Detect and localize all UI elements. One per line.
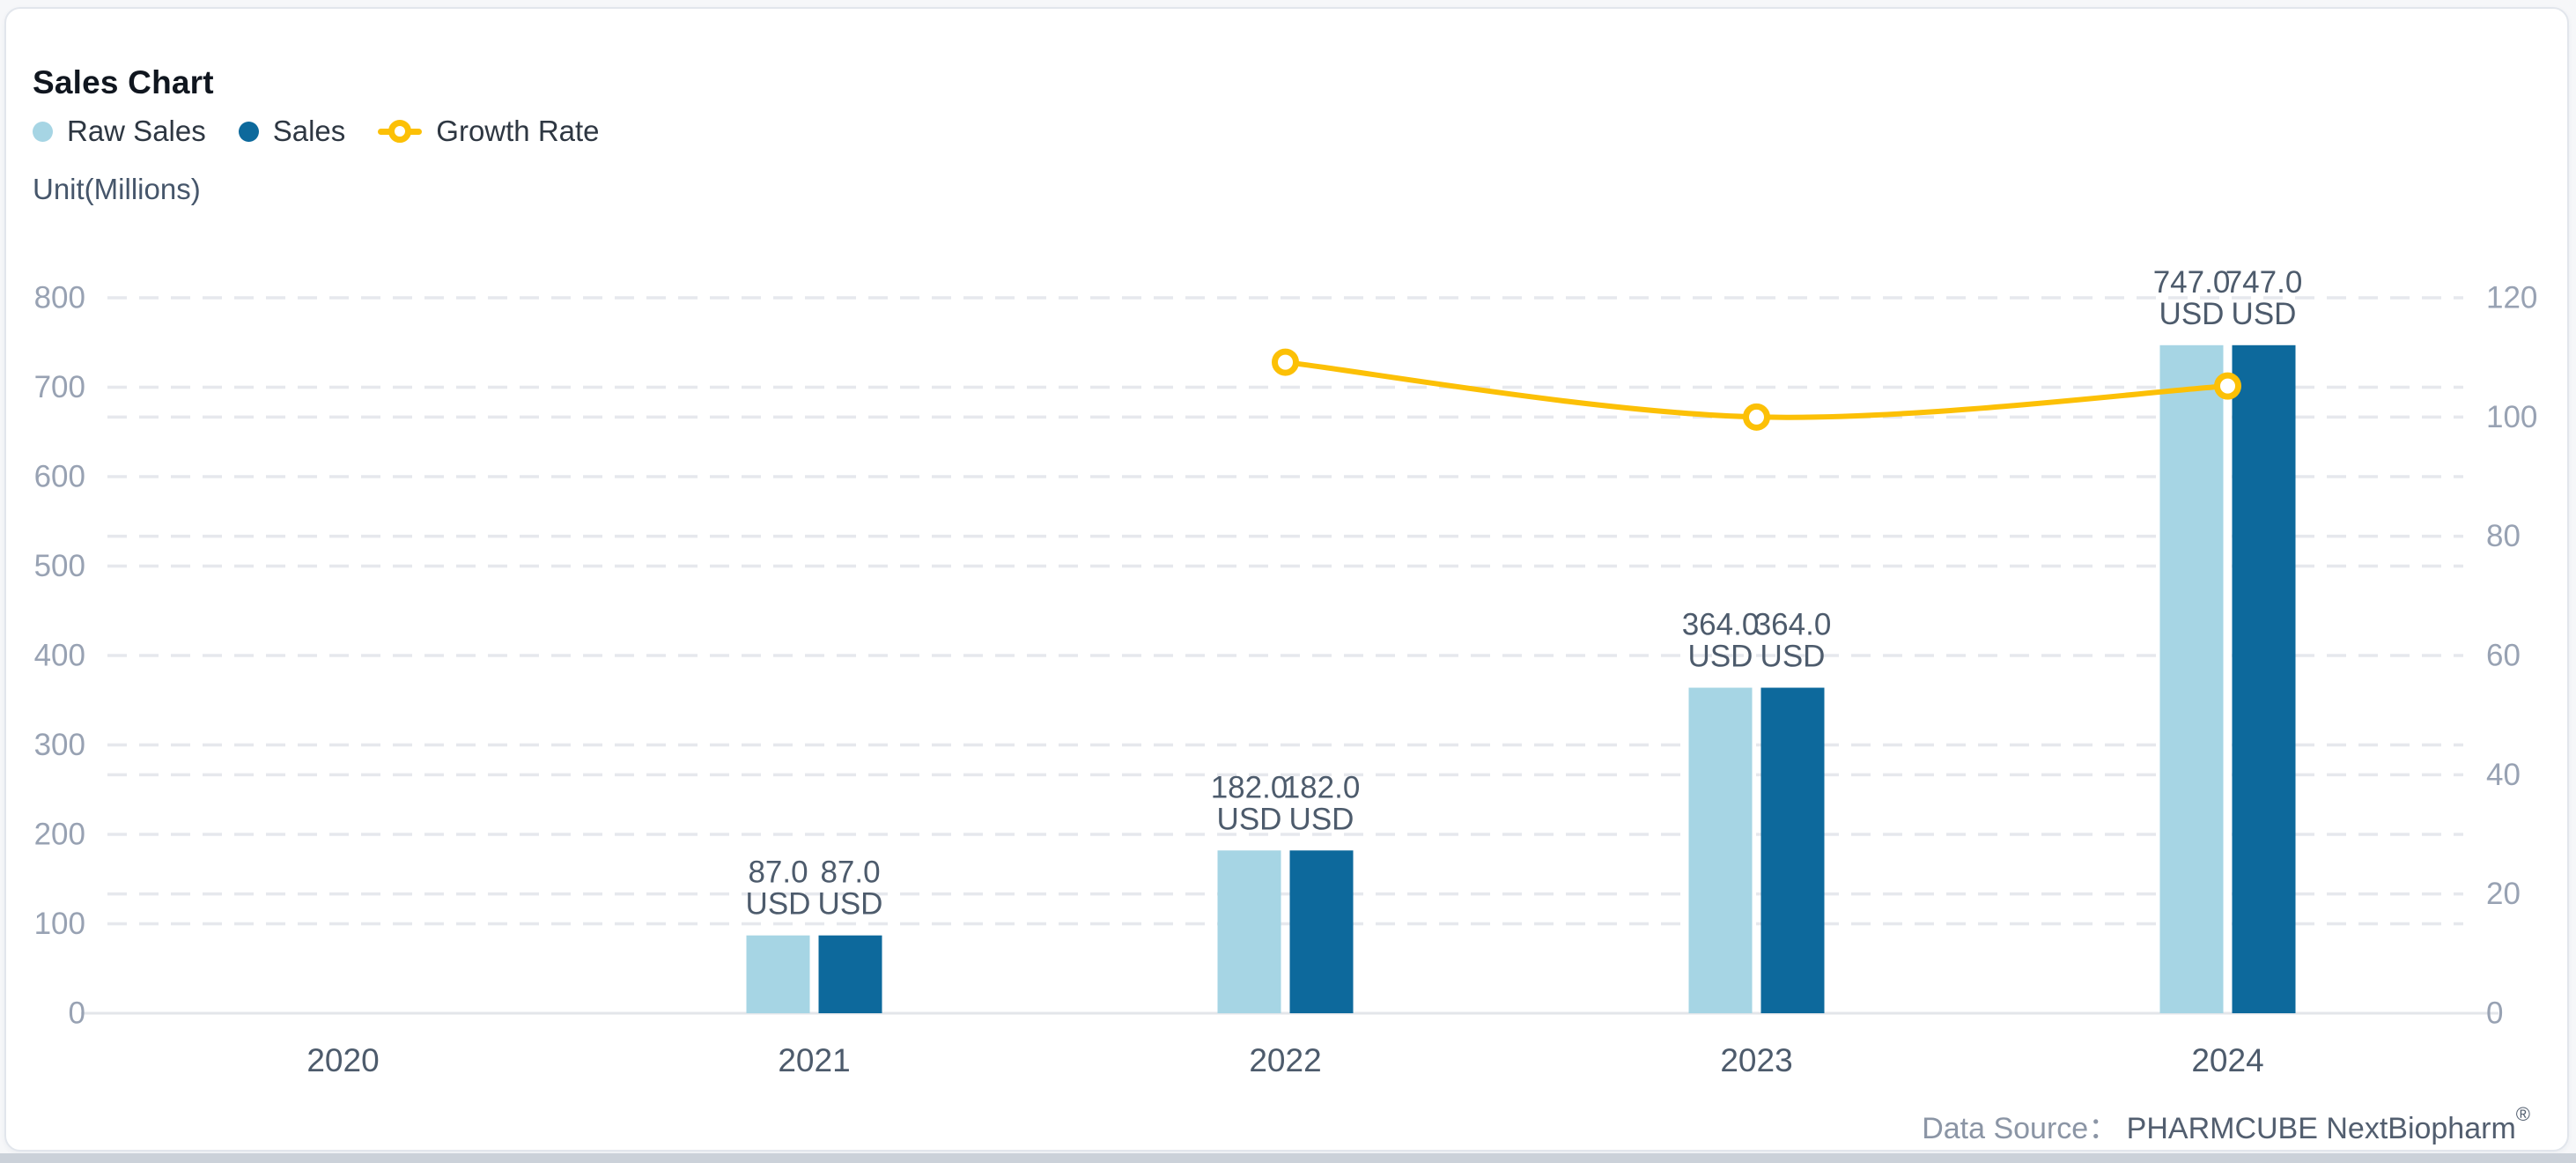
bar-raw-sales-2021[interactable] [746, 935, 810, 1013]
bar-raw-sales-2022[interactable] [1217, 850, 1281, 1013]
data-source: Data Source： PHARMCUBE NextBiopharm® [1922, 1103, 2530, 1147]
bar-value-label: 87.0 [820, 856, 880, 890]
x-axis-label-2021: 2021 [778, 1042, 850, 1078]
bar-sales-2023[interactable] [1760, 687, 1825, 1013]
y-axis-left-tick: 600 [34, 460, 85, 494]
bar-unit-label: USD [1217, 802, 1282, 836]
sales-marker-icon [238, 121, 259, 142]
legend-item-growth-rate[interactable]: Growth Rate [378, 115, 600, 148]
bar-value-label: 182.0 [1211, 770, 1288, 804]
bar-sales-2021[interactable] [818, 935, 882, 1013]
bar-value-label: 364.0 [1682, 608, 1760, 642]
y-axis-left-tick: 300 [34, 728, 85, 762]
growth-rate-marker-1[interactable] [1743, 403, 1770, 431]
legend-label: Growth Rate [436, 115, 600, 147]
bar-value-label: 364.0 [1754, 608, 1832, 642]
y-axis-left-tick: 800 [34, 281, 85, 315]
y-axis-right-tick: 20 [2486, 877, 2521, 911]
legend: Raw Sales Sales Growth Rate [33, 115, 600, 148]
growth-rate-marker-0[interactable] [1272, 348, 1299, 376]
bar-value-label: 747.0 [2153, 265, 2231, 300]
bar-unit-label: USD [746, 887, 811, 922]
y-axis-left-tick: 500 [34, 549, 85, 583]
unit-label: Unit(Millions) [33, 173, 201, 205]
registered-trademark-icon: ® [2515, 1103, 2530, 1125]
chart-title: Sales Chart [33, 63, 214, 100]
y-axis-left-tick: 700 [34, 370, 85, 404]
y-axis-left-tick: 100 [34, 907, 85, 941]
growth-rate-marker-icon [378, 120, 423, 143]
data-source-name: PHARMCUBE NextBiopharm [2126, 1112, 2516, 1145]
bar-unit-label: USD [1289, 802, 1354, 836]
y-axis-right-tick: 120 [2486, 281, 2537, 315]
legend-label: Sales [272, 115, 346, 147]
x-axis-label-2020: 2020 [306, 1042, 379, 1078]
chart-card [4, 7, 2569, 1152]
bar-sales-2022[interactable] [1289, 850, 1354, 1013]
x-axis-label-2024: 2024 [2191, 1042, 2263, 1078]
data-source-label: Data Source： [1922, 1112, 2119, 1145]
y-axis-left-tick: 0 [69, 996, 85, 1031]
bar-unit-label: USD [1760, 640, 1826, 674]
page-bottom-strip [0, 1153, 2576, 1163]
bar-value-label: 182.0 [1283, 770, 1361, 804]
bar-value-label: 747.0 [2225, 265, 2303, 300]
y-axis-right-tick: 0 [2486, 996, 2503, 1031]
legend-item-raw-sales[interactable]: Raw Sales [33, 115, 206, 148]
bar-raw-sales-2024[interactable] [2159, 344, 2224, 1013]
x-axis-label-2022: 2022 [1249, 1042, 1321, 1078]
bar-sales-2024[interactable] [2232, 344, 2296, 1013]
bar-raw-sales-2023[interactable] [1688, 687, 1753, 1013]
y-axis-left-tick: 400 [34, 639, 85, 673]
y-axis-right-tick: 100 [2486, 400, 2537, 434]
bar-unit-label: USD [818, 887, 883, 922]
growth-rate-marker-2[interactable] [2214, 372, 2241, 400]
y-axis-right-tick: 80 [2486, 519, 2521, 553]
y-axis-right-tick: 60 [2486, 639, 2521, 673]
y-axis-right-tick: 40 [2486, 758, 2521, 792]
x-axis-label-2023: 2023 [1720, 1042, 1792, 1078]
raw-sales-marker-icon [33, 121, 53, 142]
bar-unit-label: USD [1688, 640, 1753, 674]
bar-value-label: 87.0 [748, 856, 808, 890]
y-axis-left-tick: 200 [34, 818, 85, 852]
bar-unit-label: USD [2232, 297, 2297, 331]
bar-unit-label: USD [2159, 297, 2225, 331]
legend-item-sales[interactable]: Sales [238, 115, 346, 148]
legend-label: Raw Sales [67, 115, 206, 147]
